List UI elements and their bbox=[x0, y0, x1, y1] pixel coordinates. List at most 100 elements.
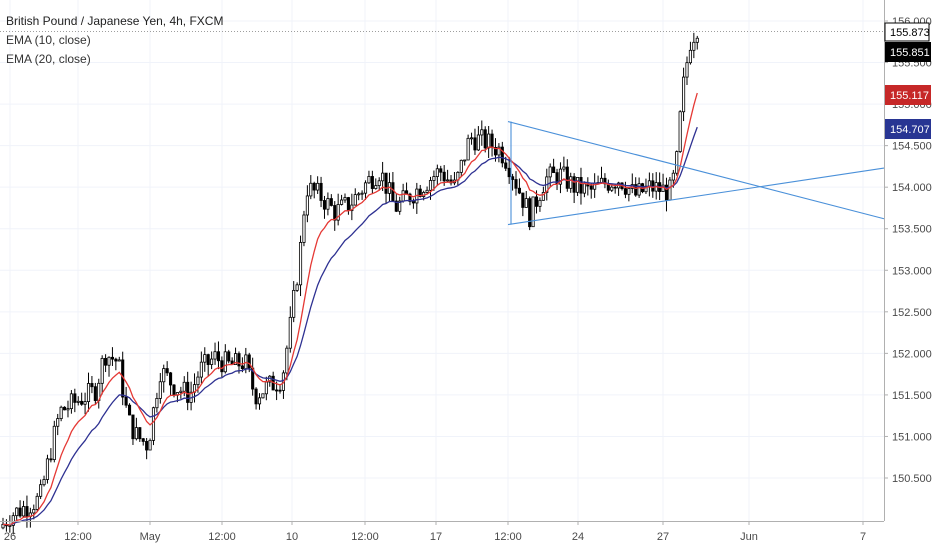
candle bbox=[192, 373, 197, 403]
candle-body bbox=[59, 406, 63, 420]
time-tick-label: 12:00 bbox=[208, 531, 236, 543]
candle bbox=[302, 210, 306, 247]
candle bbox=[603, 173, 607, 189]
price-tick-label: 151.000 bbox=[892, 431, 932, 443]
candle bbox=[56, 413, 60, 436]
candle-body bbox=[377, 180, 381, 187]
candle-body bbox=[247, 354, 251, 369]
time-tick-label: 7 bbox=[860, 531, 866, 543]
candle bbox=[15, 507, 19, 522]
candle-body bbox=[237, 353, 241, 367]
candle bbox=[97, 378, 101, 409]
candle bbox=[627, 187, 631, 202]
candle bbox=[21, 500, 26, 519]
candle-body bbox=[688, 49, 692, 64]
candle bbox=[531, 196, 535, 228]
time-tick-label: 27 bbox=[657, 531, 669, 543]
symbol-title[interactable]: British Pound / Japanese Yen, 4h, FXCM bbox=[6, 14, 224, 28]
candle-body bbox=[350, 204, 354, 212]
candle-body bbox=[627, 188, 631, 195]
candle-body bbox=[107, 356, 111, 366]
candle-body bbox=[340, 199, 344, 205]
candle bbox=[562, 156, 566, 172]
candle-body bbox=[582, 183, 586, 194]
candle bbox=[524, 191, 528, 208]
candle-body bbox=[45, 458, 50, 480]
candle-body bbox=[18, 507, 22, 517]
candle-body bbox=[35, 495, 39, 510]
candle-body bbox=[664, 184, 669, 201]
candle-body bbox=[675, 151, 679, 174]
candle bbox=[497, 143, 501, 163]
price-tag-box bbox=[884, 22, 930, 42]
candle bbox=[227, 349, 231, 364]
candle-body bbox=[165, 368, 169, 374]
candle bbox=[599, 166, 604, 184]
candle bbox=[39, 479, 43, 500]
candle bbox=[319, 176, 323, 208]
candle bbox=[596, 175, 600, 184]
candle-body bbox=[370, 176, 374, 189]
candle-body bbox=[483, 129, 487, 149]
candle bbox=[63, 406, 67, 411]
candle-body bbox=[336, 204, 340, 221]
candle-body bbox=[432, 176, 436, 181]
candle bbox=[357, 192, 361, 201]
ema10-legend[interactable]: EMA (10, close) bbox=[6, 33, 91, 47]
candle-body bbox=[179, 390, 183, 393]
candle-body bbox=[158, 381, 162, 399]
price-tag-ema20: 154.707 bbox=[885, 119, 931, 139]
price-tick-label: 153.000 bbox=[892, 265, 932, 277]
time-tick-label: May bbox=[140, 531, 161, 543]
candle-body bbox=[93, 386, 97, 401]
candle-body bbox=[244, 354, 248, 370]
candle bbox=[25, 495, 29, 528]
candle bbox=[606, 179, 610, 194]
price-tick-label: 154.500 bbox=[892, 141, 932, 153]
price-axis[interactable]: 156.000155.500155.000154.500154.000153.5… bbox=[884, 0, 932, 550]
price-tags: 155.873 155.851 155.117 154.707 bbox=[884, 22, 931, 139]
time-tick-label: 17 bbox=[430, 531, 442, 543]
candle-body bbox=[69, 393, 73, 409]
candle bbox=[336, 193, 340, 226]
candle bbox=[541, 186, 545, 201]
candle bbox=[405, 182, 409, 195]
candle bbox=[572, 173, 576, 204]
candle bbox=[186, 371, 190, 411]
candle-body bbox=[302, 214, 306, 243]
trendlines[interactable] bbox=[507, 121, 885, 226]
candle bbox=[480, 120, 484, 146]
legend: British Pound / Japanese Yen, 4h, FXCM E… bbox=[6, 12, 223, 69]
candle-body bbox=[521, 192, 525, 208]
candle bbox=[237, 351, 241, 374]
candle-body bbox=[538, 199, 542, 207]
candles bbox=[1, 32, 699, 535]
candle-body bbox=[309, 182, 313, 197]
time-axis[interactable]: 26 12:00 May 12:00 10 12:00 17 12:00 24 27 Jun 7 bbox=[0, 521, 884, 543]
candle-body bbox=[76, 400, 80, 403]
candle bbox=[110, 347, 114, 366]
trendline-upper[interactable] bbox=[507, 121, 885, 220]
candle bbox=[507, 156, 511, 184]
candle bbox=[487, 126, 491, 159]
candle-body bbox=[223, 351, 227, 373]
candle-body bbox=[295, 284, 299, 291]
candle-body bbox=[21, 506, 26, 517]
candle bbox=[695, 35, 699, 50]
candle-body bbox=[439, 168, 443, 173]
candle-body bbox=[504, 162, 508, 169]
candle-body bbox=[278, 389, 282, 392]
trendline-lower[interactable] bbox=[507, 167, 885, 226]
candle bbox=[134, 417, 138, 441]
candle bbox=[586, 177, 590, 196]
candle bbox=[490, 129, 494, 157]
time-tick-label: 10 bbox=[286, 531, 298, 543]
candle bbox=[66, 400, 70, 418]
candle-body bbox=[647, 180, 651, 187]
candle bbox=[346, 196, 350, 215]
candle-body bbox=[692, 41, 696, 51]
price-tick-label: 151.500 bbox=[892, 390, 932, 402]
price-tag-box bbox=[885, 85, 931, 105]
ema20-legend[interactable]: EMA (20, close) bbox=[6, 52, 91, 66]
